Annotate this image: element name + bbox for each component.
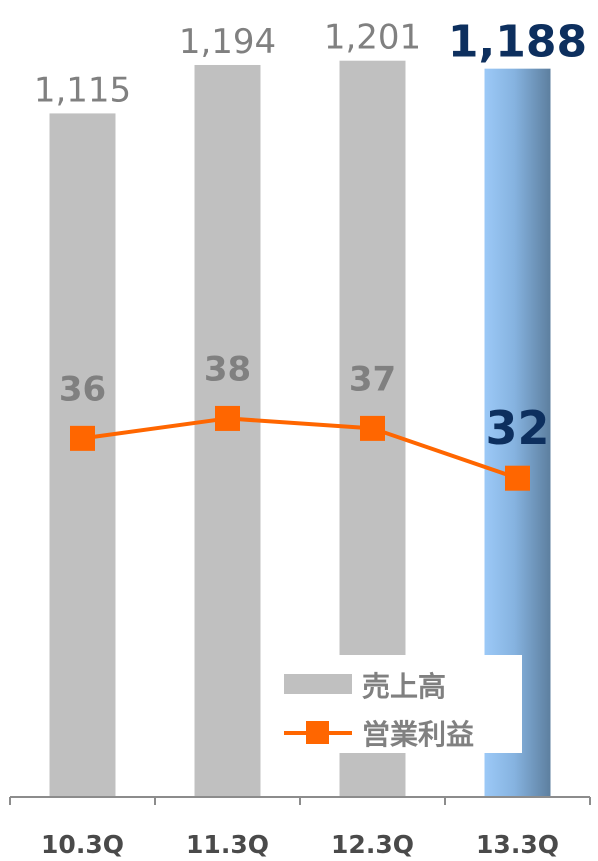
profit-value-labels: 36 38 37 32 (59, 349, 550, 455)
profit-value-label-11.3Q: 38 (204, 349, 251, 389)
x-tick-label-12.3Q: 12.3Q (331, 830, 414, 859)
legend: 売上高 営業利益 (284, 670, 474, 751)
legend-label-profit: 営業利益 (362, 718, 474, 751)
legend-label-sales: 売上高 (362, 670, 446, 703)
x-axis (9, 796, 591, 805)
profit-marker-11.3Q (215, 405, 240, 431)
profit-value-label-12.3Q: 37 (349, 359, 396, 399)
x-tick-label-10.3Q: 10.3Q (41, 830, 124, 859)
sales-bar-11.3Q (194, 64, 261, 798)
profit-marker-13.3Q (505, 465, 530, 491)
profit-value-label-13.3Q: 32 (485, 401, 549, 455)
sales-bar-10.3Q (49, 113, 116, 797)
sales-value-label-13.3Q: 1,188 (448, 17, 587, 68)
profit-markers (70, 405, 530, 491)
x-axis-tick-labels: 10.3Q 11.3Q 12.3Q 13.3Q (41, 830, 559, 859)
legend-marker-profit (306, 721, 329, 744)
sales-value-labels: 1,115 1,194 1,201 1,188 (34, 17, 587, 111)
x-tick-label-11.3Q: 11.3Q (186, 830, 269, 859)
sales-value-label-11.3Q: 1,194 (179, 22, 276, 62)
sales-value-label-12.3Q: 1,201 (324, 18, 421, 58)
profit-line-series (82, 416, 519, 481)
legend-swatch-sales (284, 674, 352, 694)
profit-marker-12.3Q (360, 415, 385, 441)
x-tick-label-13.3Q: 13.3Q (476, 830, 559, 859)
profit-marker-10.3Q (70, 425, 95, 451)
sales-value-label-10.3Q: 1,115 (34, 70, 131, 110)
profit-value-label-10.3Q: 36 (59, 369, 106, 409)
profit-line (82, 416, 519, 481)
